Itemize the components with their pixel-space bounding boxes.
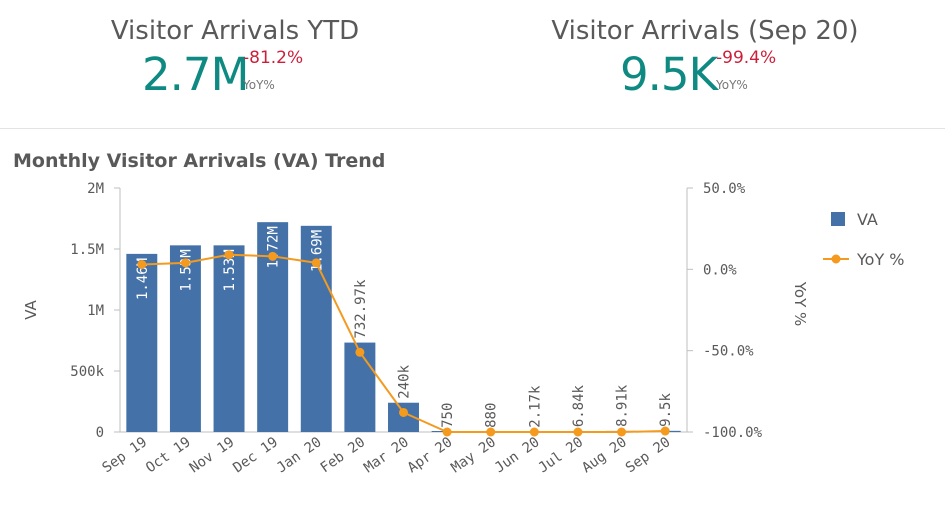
bar-data-label: 1.72M	[266, 226, 282, 268]
yoy-point[interactable]	[224, 250, 234, 260]
legend-va-label[interactable]: VA	[857, 210, 878, 229]
x-tick-label: Mar 20	[361, 434, 412, 476]
bar-va[interactable]	[344, 342, 376, 432]
yoy-point[interactable]	[529, 427, 539, 437]
x-tick-label: Sep 20	[623, 434, 674, 476]
kpi-value: 9.5K	[620, 48, 718, 101]
section-divider	[0, 128, 945, 129]
yoy-point[interactable]	[486, 427, 496, 437]
x-tick-label: Apr 20	[405, 434, 456, 476]
yoy-point[interactable]	[399, 407, 408, 417]
y-tick-label: 2M	[87, 181, 104, 197]
x-tick-label: Jun 20	[492, 434, 543, 476]
y-axis-title: VA	[22, 299, 40, 319]
y-right-tick-label: -100.0%	[703, 425, 763, 441]
kpi-delta-unit: YoY%	[716, 78, 748, 92]
y-tick-label: 0	[96, 425, 104, 441]
bar-data-label: 750	[440, 403, 456, 428]
y-tick-label: 1.5M	[70, 242, 104, 258]
legend-yoy-marker	[831, 254, 841, 264]
kpi-sep20: Visitor Arrivals (Sep 20) 9.5K -99.4% Yo…	[470, 16, 940, 108]
kpi-title: Visitor Arrivals (Sep 20)	[551, 16, 859, 46]
yoy-point[interactable]	[442, 427, 452, 437]
yoy-point[interactable]	[573, 427, 583, 437]
bar-data-label: 1.53M	[222, 249, 238, 291]
kpi-delta-unit: YoY%	[243, 78, 275, 92]
bar-data-label: 6.84k	[571, 384, 587, 427]
x-tick-label: Aug 20	[579, 434, 630, 476]
x-tick-label: Jan 20	[274, 434, 325, 476]
x-tick-label: Sep 19	[99, 434, 150, 476]
yoy-point[interactable]	[355, 347, 365, 357]
yoy-point[interactable]	[311, 258, 321, 268]
bar-va[interactable]	[126, 253, 158, 432]
legend-yoy-label[interactable]: YoY %	[856, 250, 905, 269]
kpi-ytd: Visitor Arrivals YTD 2.7M -81.2% YoY%	[0, 16, 470, 108]
y-right-tick-label: 0.0%	[703, 262, 737, 278]
legend-va-swatch	[831, 212, 845, 226]
kpi-value: 2.7M	[142, 48, 249, 101]
bar-va[interactable]	[213, 245, 245, 432]
bar-data-label: 732.97k	[353, 279, 369, 339]
x-tick-label: Oct 19	[143, 434, 194, 476]
bar-data-label: 1.46M	[135, 258, 151, 300]
yoy-point[interactable]	[180, 258, 190, 268]
kpi-delta: -99.4%	[716, 48, 777, 68]
kpi-title: Visitor Arrivals YTD	[110, 16, 360, 46]
bar-data-label: 880	[484, 403, 500, 428]
y-right-tick-label: 50.0%	[703, 181, 746, 197]
x-tick-label: May 20	[448, 434, 499, 476]
x-tick-label: Nov 19	[187, 434, 238, 476]
y-right-tick-label: -50.0%	[703, 344, 754, 360]
x-tick-label: Feb 20	[318, 434, 369, 476]
y-tick-label: 500k	[70, 364, 104, 380]
bar-data-label: 9.5k	[658, 393, 674, 427]
bar-data-label: 2.17k	[527, 385, 543, 428]
x-tick-label: Dec 19	[230, 434, 281, 476]
x-tick-label: Jul 20	[536, 434, 587, 476]
chart-title: Monthly Visitor Arrivals (VA) Trend	[13, 150, 386, 172]
bar-data-label: 1.53M	[178, 249, 194, 291]
bar-data-label: 8.91k	[615, 384, 631, 427]
bar-va[interactable]	[169, 245, 201, 432]
yoy-point[interactable]	[660, 426, 670, 436]
yoy-point[interactable]	[617, 427, 627, 437]
yoy-point[interactable]	[268, 251, 278, 261]
y-tick-label: 1M	[87, 303, 104, 319]
kpi-delta: -81.2%	[243, 48, 304, 68]
y-right-axis-title: YoY %	[791, 281, 809, 327]
bar-data-label: 240k	[397, 364, 413, 398]
yoy-point[interactable]	[137, 259, 147, 269]
